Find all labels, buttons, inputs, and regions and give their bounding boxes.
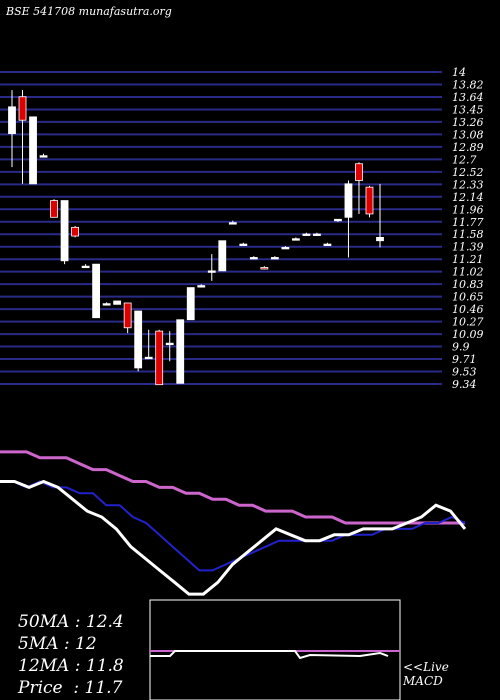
candle-body: [376, 236, 384, 242]
price-tick-label: 11.21: [452, 253, 484, 266]
legend-ma5-label: 5MA: [18, 634, 59, 654]
price-tick-label: 14: [452, 66, 466, 79]
candle-body: [186, 287, 195, 321]
price-tick-label: 10.27: [452, 316, 484, 329]
legend-ma12: 12MA : 11.8: [18, 656, 124, 676]
legend-price-label: Price: [18, 678, 63, 698]
price-tick-label: 10.46: [452, 303, 484, 316]
candle-body: [81, 265, 90, 269]
candle-body: [218, 240, 227, 272]
ma50-line: [0, 450, 465, 525]
candle-body: [8, 106, 16, 135]
candle-body: [113, 300, 122, 305]
macd-line: [150, 650, 389, 660]
candle-body: [302, 233, 311, 236]
candle-body: [60, 200, 69, 262]
price-tick-label: 12.52: [452, 166, 484, 179]
price-tick-label: 11.96: [452, 203, 484, 216]
candle-body: [334, 218, 342, 222]
price-tick-label: 9.53: [452, 366, 477, 379]
price-tick-label: 12.14: [452, 191, 484, 204]
legend-ma5-value: 12: [75, 634, 97, 654]
candle-body: [365, 186, 374, 215]
candle-body: [260, 267, 269, 270]
legend-ma50-label: 50MA: [18, 612, 70, 632]
candle-body: [355, 163, 363, 181]
candle-body: [50, 200, 58, 218]
price-tick-label: 12.33: [452, 178, 484, 191]
candle-body: [281, 247, 290, 250]
price-tick-label: 9.34: [452, 378, 477, 391]
candle-body: [344, 183, 353, 218]
price-tick-label: 10.65: [452, 291, 484, 304]
candle-body: [165, 342, 174, 346]
chart-header: BSE 541708 munafasutra.org: [6, 5, 172, 18]
candle-body: [134, 310, 143, 369]
price-tick-label: 9.9: [452, 341, 470, 354]
candle-body: [249, 257, 258, 260]
candle-body: [228, 222, 237, 225]
price-tick-label: 11.02: [452, 266, 484, 279]
candle-body: [39, 155, 48, 158]
price-tick-label: 12.89: [452, 141, 484, 154]
legend-ma12-value: 11.8: [85, 656, 124, 676]
price-tick-label: 10.83: [452, 278, 484, 291]
candle-body: [313, 233, 321, 236]
candle-body: [197, 285, 206, 288]
price-tick-label: 12.7: [452, 153, 477, 166]
price-tick-label: 9.71: [452, 353, 477, 366]
price-tick-label: 13.45: [452, 103, 484, 116]
candle-body: [291, 238, 300, 241]
candle-body: [207, 270, 216, 273]
price-tick-label: 11.58: [452, 228, 484, 241]
candle-body: [239, 243, 248, 246]
price-tick-label: 11.77: [452, 216, 484, 229]
price-tick-label: 10.09: [452, 328, 484, 341]
candle-body: [123, 302, 132, 329]
candle-body: [176, 319, 185, 384]
legend-ma50-value: 12.4: [85, 612, 124, 632]
candle-body: [102, 303, 111, 306]
candle-body: [18, 96, 27, 121]
candle-body: [323, 243, 332, 246]
candle-body: [270, 257, 279, 260]
candle-body: [71, 226, 79, 237]
legend-ma12-label: 12MA: [18, 656, 70, 676]
candle-body: [144, 356, 153, 360]
price-tick-label: 13.08: [452, 128, 484, 141]
candle-body: [155, 330, 164, 386]
price-tick-label: 11.39: [452, 241, 484, 254]
price-tick-label: 13.64: [452, 91, 484, 104]
price-tick-label: 13.82: [452, 78, 484, 91]
macd-label: <<Live MACD: [403, 660, 449, 688]
legend-ma5: 5MA : 12: [18, 634, 97, 654]
legend-price-value: 11.7: [84, 678, 123, 698]
ma5-line: [0, 479, 467, 596]
candle-body: [29, 116, 37, 185]
legend-ma50: 50MA : 12.4: [18, 612, 124, 632]
price-tick-label: 13.26: [452, 116, 484, 129]
candle-body: [92, 263, 101, 319]
legend-price: Price : 11.7: [18, 678, 123, 698]
ma12-line: [0, 480, 466, 572]
